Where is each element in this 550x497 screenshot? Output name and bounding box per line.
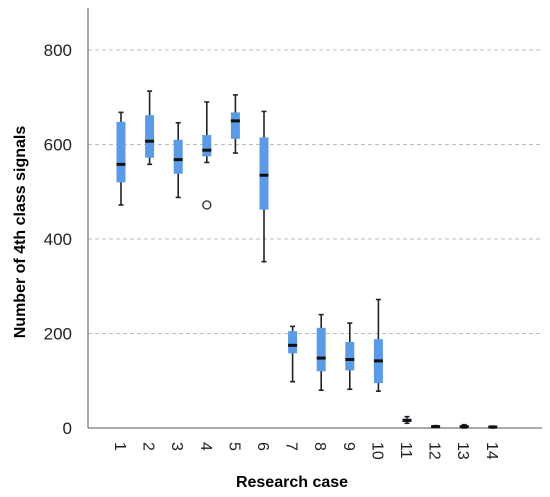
iqr-box-case-5 [230, 112, 240, 139]
iqr-box-case-9 [345, 342, 355, 371]
gridlines [88, 49, 542, 334]
iqr-box-case-6 [259, 137, 269, 210]
x-tick-label-10: 10 [368, 442, 385, 460]
axes [87, 8, 542, 429]
x-tick-label-13: 13 [454, 442, 471, 460]
y-tick-label-400: 400 [44, 230, 72, 249]
box-case-13 [459, 423, 469, 429]
y-tick-labels: 0 200 400 600 800 [44, 41, 72, 438]
x-tick-label-11: 11 [397, 442, 414, 459]
box-case-9 [345, 322, 355, 391]
box-case-2 [145, 90, 155, 166]
y-tick-label-0: 0 [63, 419, 72, 438]
iqr-box-case-7 [288, 331, 298, 354]
x-tick-label-1: 1 [111, 442, 128, 451]
box-case-10 [373, 298, 383, 392]
box-case-12 [431, 424, 441, 429]
box-case-6 [259, 110, 269, 263]
box-case-11 [402, 415, 412, 425]
iqr-box-case-4 [202, 135, 212, 157]
y-tick-label-600: 600 [44, 136, 72, 155]
x-tick-label-3: 3 [168, 442, 185, 451]
boxes [116, 90, 498, 429]
box-case-3 [173, 121, 183, 199]
y-tick-label-200: 200 [44, 325, 72, 344]
x-tick-label-2: 2 [140, 442, 157, 451]
x-tick-label-5: 5 [225, 442, 242, 451]
box-case-1 [116, 111, 126, 206]
iqr-box-case-1 [116, 121, 126, 183]
x-tick-label-4: 4 [197, 442, 214, 451]
x-tick-label-14: 14 [483, 442, 500, 460]
y-axis-title: Number of 4th class signals [12, 126, 29, 339]
x-tick-label-12: 12 [426, 442, 443, 460]
x-tick-label-6: 6 [254, 442, 271, 451]
x-axis-title: Research case [236, 474, 348, 491]
iqr-box-case-2 [145, 115, 155, 158]
box-case-4 [202, 101, 212, 210]
x-tick-label-7: 7 [283, 442, 300, 451]
x-tick-labels: 1 2 3 4 5 6 7 8 9 10 11 12 13 14 [111, 442, 500, 460]
box-case-8 [316, 313, 326, 392]
iqr-box-case-8 [316, 327, 326, 372]
x-tick-label-8: 8 [311, 442, 328, 451]
box-case-7 [288, 325, 298, 383]
y-tick-label-800: 800 [44, 41, 72, 60]
x-tick-label-9: 9 [340, 442, 357, 451]
box-case-14 [488, 425, 498, 429]
iqr-box-case-3 [173, 139, 183, 174]
box-case-5 [230, 94, 240, 154]
outlier-case-4-0 [202, 200, 212, 210]
